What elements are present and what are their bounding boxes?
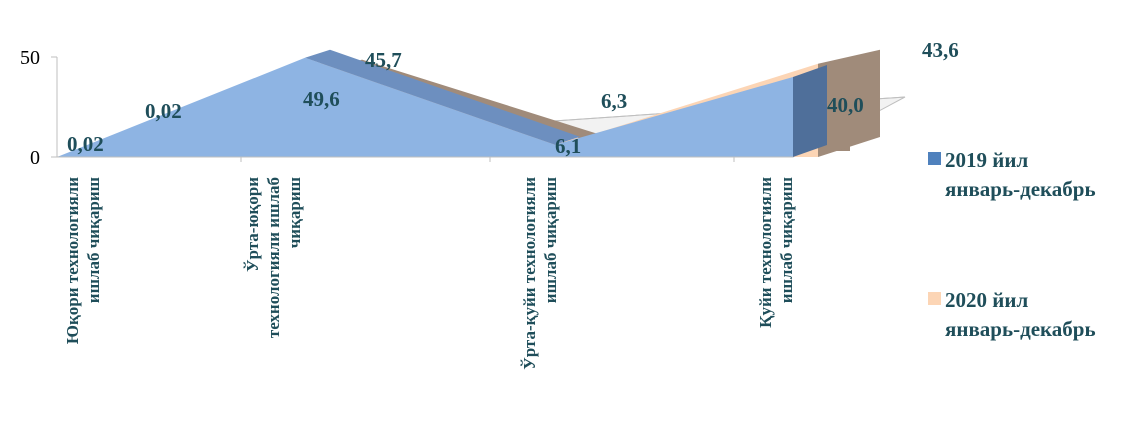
category-label-line: чиқариш [285, 177, 304, 248]
series-2019-side [793, 65, 827, 157]
legend-label-2020: 2020 йил январь-декабрь [945, 288, 1096, 341]
data-label-2020: 45,7 [365, 48, 402, 72]
category-label-line: Ўрта-юқори [243, 177, 262, 272]
category-label-line: Қуйи технологияли [756, 177, 775, 328]
category-label: Юқори технологияли ишлаб чиқариш [63, 177, 103, 344]
y-tick-label: 0 [30, 147, 40, 169]
data-label-2019: 40,0 [827, 93, 864, 117]
category-label-line: Юқори технологияли [63, 177, 82, 344]
data-label-2020: 0,02 [145, 99, 182, 123]
series-2020-side [818, 49, 880, 157]
legend-swatch-2019 [928, 152, 941, 165]
series-2019-top-face [305, 49, 580, 145]
data-label-2019: 0,02 [67, 132, 104, 156]
legend-item-2020: 2020 йил январь-декабрь [928, 286, 1096, 344]
category-label-line: Ўрта-қуйи технологияли [520, 177, 539, 370]
category-label-line: ишлаб чиқариш [777, 177, 796, 303]
legend-label-2019: 2019 йил январь-декабрь [945, 148, 1096, 201]
legend-swatch-2020 [928, 292, 941, 305]
category-label: Ўрта-юқори технологияли ишлаб чиқариш [243, 177, 304, 338]
category-label: Қуйи технологияли ишлаб чиқариш [756, 177, 796, 328]
y-tick-label: 50 [20, 47, 40, 69]
series-2019-area [57, 57, 793, 157]
data-label-2019: 6,1 [555, 134, 581, 158]
category-label-line: ишлаб чиқариш [84, 177, 103, 303]
data-label-2020: 43,6 [922, 38, 959, 62]
category-label-line: ишлаб чиқариш [541, 177, 560, 303]
data-label-2020: 6,3 [601, 89, 627, 113]
data-label-2019: 49,6 [303, 87, 340, 111]
category-label-line: технологияли ишлаб [264, 177, 283, 338]
legend-item-2019: 2019 йил январь-декабрь [928, 146, 1096, 204]
category-label: Ўрта-қуйи технологияли ишлаб чиқариш [520, 177, 560, 370]
